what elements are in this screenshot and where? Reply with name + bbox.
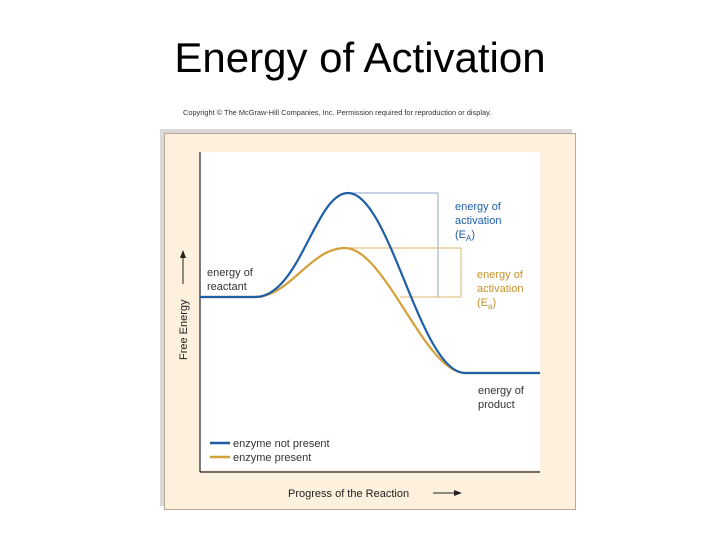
y-axis-arrowhead-icon <box>180 250 186 258</box>
reactant-label: energy of reactant <box>207 267 256 293</box>
copyright-notice: Copyright © The McGraw-Hill Companies, I… <box>183 108 492 117</box>
legend-label-enzyme-present: enzyme present <box>233 452 311 464</box>
y-axis-label: Free Energy <box>178 299 190 360</box>
curve-enzyme-not-present <box>200 191 540 375</box>
slide-title: Energy of Activation <box>174 34 546 81</box>
legend-label-enzyme-not-present: enzyme not present <box>233 438 330 450</box>
plot-area <box>200 152 540 470</box>
ea-enzyme-label: energy of activation (Ea) <box>477 269 527 311</box>
product-label: energy of product <box>478 385 527 411</box>
legend: enzyme not present enzyme present <box>210 438 330 464</box>
x-axis-label: Progress of the Reaction <box>288 488 409 500</box>
ea-no-enzyme-label: energy of activation (EA) <box>455 201 505 243</box>
curve-enzyme-present <box>200 246 540 375</box>
x-axis-arrowhead-icon <box>454 490 462 496</box>
